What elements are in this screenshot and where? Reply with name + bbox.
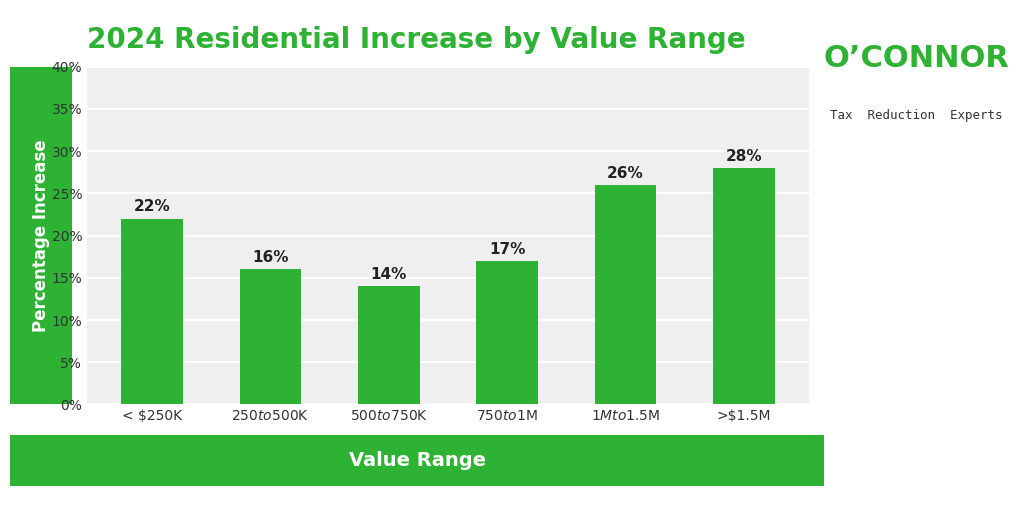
Text: 14%: 14% — [371, 267, 407, 282]
Text: 22%: 22% — [134, 199, 171, 215]
Text: O’CONNOR: O’CONNOR — [823, 45, 1010, 73]
Text: 17%: 17% — [489, 242, 525, 257]
Text: Percentage Increase: Percentage Increase — [32, 139, 50, 332]
Text: 26%: 26% — [607, 165, 644, 181]
Text: 28%: 28% — [726, 148, 762, 164]
Bar — [122, 219, 183, 404]
Bar — [358, 286, 420, 404]
Bar — [476, 261, 538, 404]
Bar — [713, 168, 774, 404]
Text: Tax  Reduction  Experts: Tax Reduction Experts — [830, 109, 1002, 122]
Bar — [240, 269, 301, 404]
Text: Value Range: Value Range — [349, 451, 485, 471]
Bar — [595, 185, 656, 404]
Text: 16%: 16% — [252, 250, 289, 265]
Text: 2024 Residential Increase by Value Range: 2024 Residential Increase by Value Range — [87, 26, 745, 54]
